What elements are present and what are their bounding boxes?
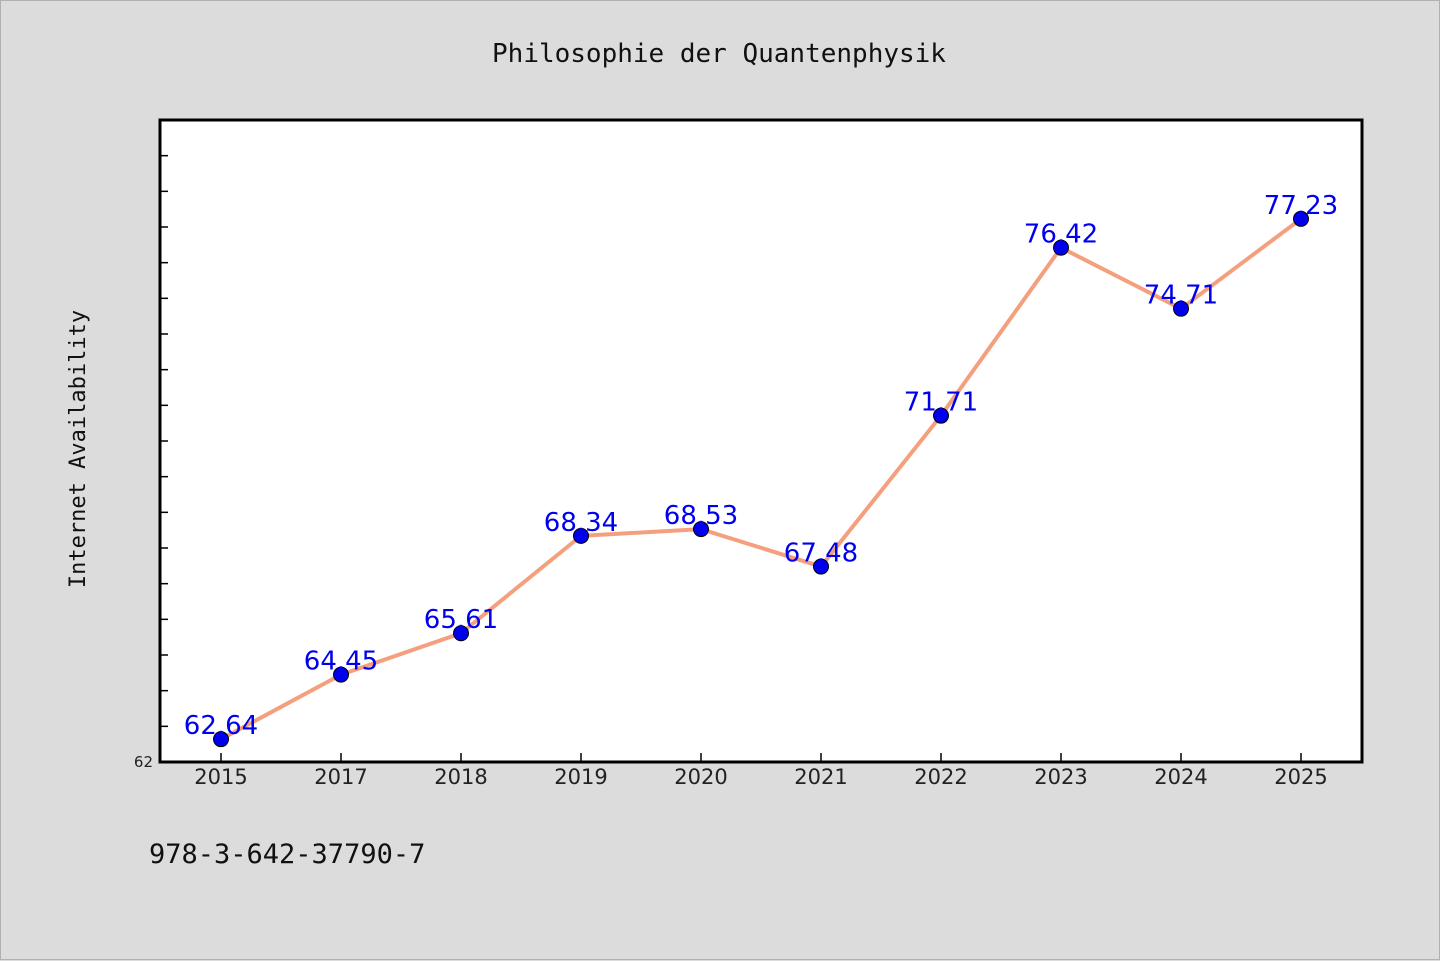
data-label-2022: 71.71 (904, 388, 978, 418)
x-tick-label-2017: 2017 (314, 765, 367, 789)
chart-title: Philosophie der Quantenphysik (492, 39, 946, 69)
x-tick-label-2020: 2020 (674, 765, 727, 789)
data-point-2017 (333, 666, 349, 683)
x-tick-label-2018: 2018 (434, 765, 487, 789)
data-point-2015 (213, 731, 229, 748)
data-label-2023: 76.42 (1024, 220, 1098, 250)
data-label-2015: 62.64 (184, 711, 258, 741)
data-label-2020: 68.53 (664, 501, 738, 531)
x-tick-label-2024: 2024 (1154, 765, 1207, 789)
data-point-2022 (933, 407, 949, 424)
footer-isbn: 978-3-642-37790-7 (149, 839, 425, 870)
data-point-2020 (693, 521, 709, 538)
x-tick-label-2023: 2023 (1034, 765, 1087, 789)
x-tick-label-2019: 2019 (554, 765, 607, 789)
y-axis-label: Internet Availability (66, 310, 91, 588)
x-tick-label-2025: 2025 (1274, 765, 1327, 789)
x-tick-label-2022: 2022 (914, 765, 967, 789)
x-tick-label-2015: 2015 (194, 765, 247, 789)
plot-area (160, 120, 1362, 762)
data-point-2021 (813, 558, 829, 575)
y-tick-label-min: 62 (134, 753, 153, 771)
data-point-2025 (1293, 210, 1309, 227)
data-label-2017: 64.45 (304, 647, 378, 677)
x-tick-label-layer: 2015 2017 2018 2019 2020 2021 2022 2023 2024 2025 (194, 765, 1327, 789)
data-point-2024 (1173, 300, 1189, 317)
marker-layer (213, 210, 1309, 748)
data-point-2019 (573, 527, 589, 544)
series-line-internet-availability (219, 216, 1303, 742)
x-tick-label-2021: 2021 (794, 765, 847, 789)
data-label-2018: 65.61 (424, 605, 498, 635)
data-point-2018 (453, 625, 469, 642)
plot-border (158, 118, 1364, 764)
data-point-2023 (1053, 239, 1069, 256)
data-label-2024: 74.71 (1144, 281, 1218, 311)
data-label-2025: 77.23 (1264, 191, 1338, 221)
data-label-2019: 68.34 (544, 508, 618, 538)
data-label-2021: 67.48 (784, 539, 858, 569)
data-label-layer: 62.64 64.45 65.61 68.34 68.53 67.48 71.71 76.42… (184, 191, 1338, 741)
